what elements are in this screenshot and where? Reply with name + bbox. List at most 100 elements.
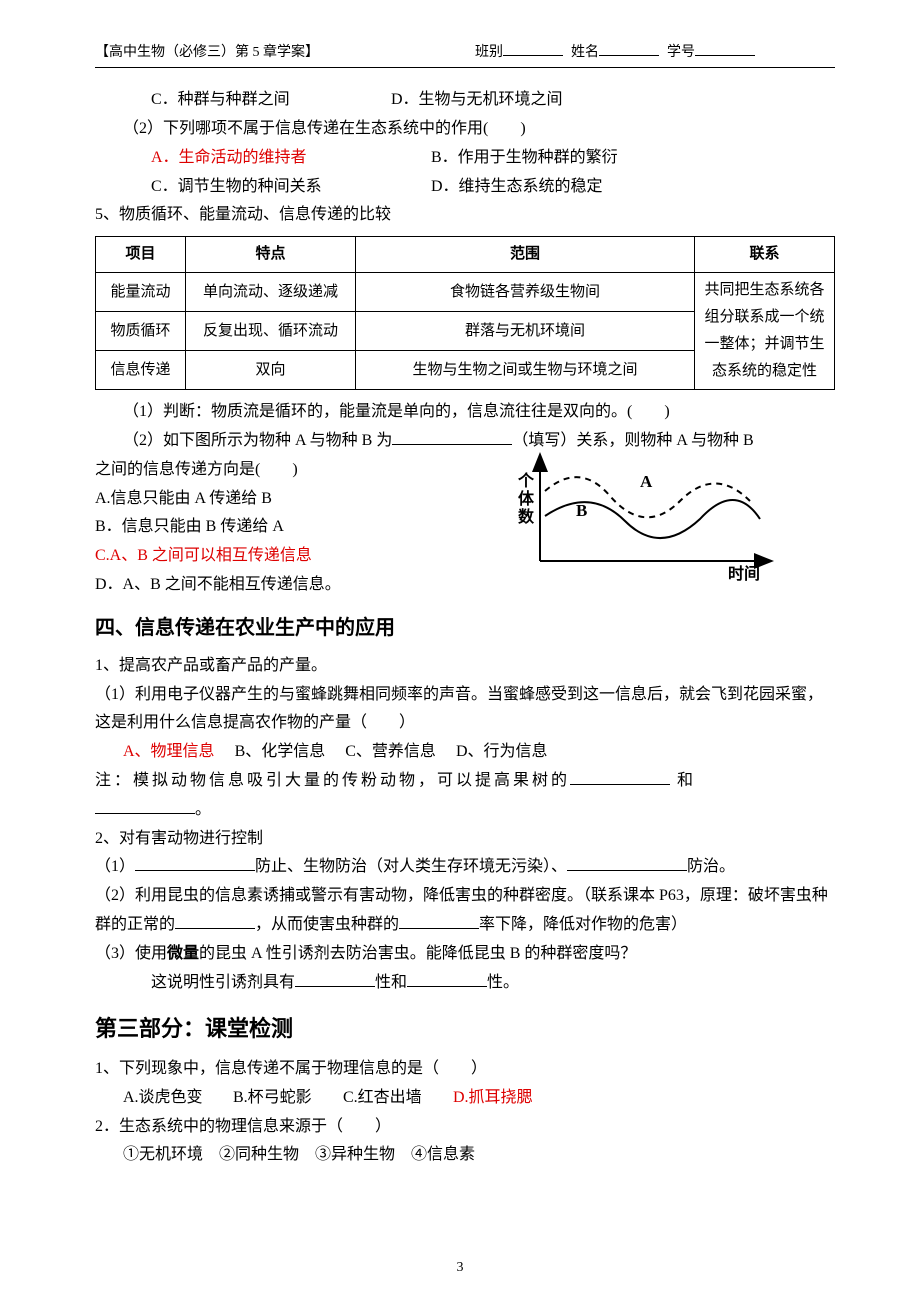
sec4-p1-opts: A、物理信息 B、化学信息 C、营养信息 D、行为信息: [95, 738, 835, 767]
text: 性。: [487, 974, 519, 991]
sec4-p2-3a: （3）使用微量的昆虫 A 性引诱剂去防治害虫。能降低昆虫 B 的种群密度吗？: [95, 940, 835, 969]
section-test-title: 第三部分：课堂检测: [95, 1009, 835, 1049]
text: 性和: [375, 974, 407, 991]
choice-d: D．维持生态系统的稳定: [431, 173, 631, 202]
text: （2）如下图所示为物种 A 与物种 B 为: [123, 432, 392, 449]
text: ，从而使害虫种群的: [255, 916, 399, 933]
choice-d: D．生物与无机环境之间: [391, 86, 591, 115]
q-pre-2-stem: （2）下列哪项不属于信息传递在生态系统中的作用( ): [95, 115, 835, 144]
test-q2-stem: 2．生态系统中的物理信息来源于（ ）: [95, 1113, 835, 1142]
td: 能量流动: [96, 273, 186, 312]
opt-a: A.谈虎色变: [123, 1084, 233, 1113]
text: 的昆虫 A 性引诱剂去防治害虫。能降低昆虫 B 的种群密度吗？: [199, 945, 636, 962]
th: 范围: [356, 237, 695, 273]
td: 信息传递: [96, 351, 186, 390]
td: 食物链各营养级生物间: [356, 273, 695, 312]
opt-d: D.抓耳挠腮: [453, 1084, 563, 1113]
opt-a: A、物理信息: [123, 738, 235, 767]
ylabel-1: 个: [517, 471, 535, 490]
choice-c: C．种群与种群之间: [151, 86, 391, 115]
th: 联系: [695, 237, 835, 273]
text: 。: [195, 801, 211, 818]
sec4-p2-3b: 这说明性引诱剂具有 性和 性。: [95, 969, 835, 998]
choice-b: B．作用于生物种群的繁衍: [431, 144, 631, 173]
sec4-p1: 1、提高农产品或畜产品的产量。: [95, 652, 835, 681]
blank: [407, 971, 487, 987]
blank-line: [695, 42, 755, 56]
comparison-table: 项目 特点 范围 联系 能量流动 单向流动、逐级递减 食物链各营养级生物间 共同…: [95, 236, 835, 390]
text: 防治。: [687, 858, 735, 875]
td: 物质循环: [96, 312, 186, 351]
td: 单向流动、逐级递减: [186, 273, 356, 312]
blank: [295, 971, 375, 987]
td: 双向: [186, 351, 356, 390]
sec4-p2-1: （1） 防止、生物防治（对人类生存环境无污染）、 防治。: [95, 853, 835, 882]
sec4-note: 注：模拟动物信息吸引大量的传粉动物，可以提高果树的 和 。: [95, 767, 835, 825]
field-class: 班别: [475, 40, 563, 65]
field-label: 学号: [667, 40, 695, 65]
page-header: 【高中生物（必修三）第 5 章学案】 班别 姓名 学号: [95, 40, 835, 65]
graph-wrap: 之间的信息传递方向是( ) A.信息只能由 A 传递给 B B．信息只能由 B …: [95, 456, 835, 600]
opt-c: C、营养信息: [345, 738, 456, 767]
blank-line: [503, 42, 563, 56]
th: 特点: [186, 237, 356, 273]
blank: [392, 429, 512, 445]
text: 注：模拟动物信息吸引大量的传粉动物，可以提高果树的: [95, 772, 570, 789]
sec4-p1-1: （1）利用电子仪器产生的与蜜蜂跳舞相同频率的声音。当蜜蜂感受到这一信息后，就会飞…: [95, 681, 835, 739]
field-label: 姓名: [571, 40, 599, 65]
blank: [95, 798, 195, 814]
header-title: 【高中生物（必修三）第 5 章学案】: [95, 40, 475, 65]
test-q1-opts: A.谈虎色变 B.杯弓蛇影 C.红杏出墙 D.抓耳挠腮: [95, 1084, 835, 1113]
text: （填写）关系，则物种 A 与物种 B: [512, 432, 753, 449]
choice-row: A．生命活动的维持者 B．作用于生物种群的繁衍: [95, 144, 835, 173]
q5-1: （1）判断：物质流是循环的，能量流是单向的，信息流往往是双向的。( ): [95, 398, 835, 427]
content-body: C．种群与种群之间 D．生物与无机环境之间 （2）下列哪项不属于信息传递在生态系…: [95, 86, 835, 1170]
xlabel: 时间: [728, 564, 760, 581]
blank: [175, 913, 255, 929]
td: 群落与无机环境间: [356, 312, 695, 351]
td-merged: 共同把生态系统各组分联系成一个统一整体；并调节生态系统的稳定性: [695, 273, 835, 390]
blank: [135, 855, 255, 871]
header-divider: [95, 67, 835, 68]
opt-b: B、化学信息: [235, 738, 346, 767]
label-a: A: [640, 472, 653, 491]
blank: [570, 769, 670, 785]
ylabel-3: 数: [518, 507, 535, 526]
label-b: B: [576, 501, 587, 520]
field-name: 姓名: [571, 40, 659, 65]
ylabel-2: 体: [518, 489, 535, 508]
test-q2-opts: ①无机环境 ②同种生物 ③异种生物 ④信息素: [95, 1141, 835, 1170]
table-header-row: 项目 特点 范围 联系: [96, 237, 835, 273]
text: （3）使用: [95, 945, 167, 962]
section4-title: 四、信息传递在农业生产中的应用: [95, 610, 835, 646]
choice-row: C．调节生物的种间关系 D．维持生态系统的稳定: [95, 173, 835, 202]
blank: [567, 855, 687, 871]
population-graph: 个 体 数 时间 A B: [510, 451, 790, 581]
q5-title: 5、物质循环、能量流动、信息传递的比较: [95, 201, 835, 230]
text: 防止、生物防治（对人类生存环境无污染）、: [255, 858, 567, 875]
text: 和: [670, 772, 696, 789]
opt-d: D、行为信息: [456, 738, 568, 767]
text-bold: 微量: [167, 945, 199, 962]
sec4-p2: 2、对有害动物进行控制: [95, 825, 835, 854]
blank-line: [599, 42, 659, 56]
text: （1）: [95, 858, 135, 875]
th: 项目: [96, 237, 186, 273]
td: 生物与生物之间或生物与环境之间: [356, 351, 695, 390]
field-label: 班别: [475, 40, 503, 65]
table-row: 能量流动 单向流动、逐级递减 食物链各营养级生物间 共同把生态系统各组分联系成一…: [96, 273, 835, 312]
text: 率下降，降低对作物的危害）: [479, 916, 687, 933]
opt-b: B.杯弓蛇影: [233, 1084, 343, 1113]
blank: [399, 913, 479, 929]
td: 反复出现、循环流动: [186, 312, 356, 351]
choice-c: C．调节生物的种间关系: [151, 173, 431, 202]
text: 这说明性引诱剂具有: [151, 974, 295, 991]
test-q1-stem: 1、下列现象中，信息传递不属于物理信息的是（ ）: [95, 1055, 835, 1084]
choice-a: A．生命活动的维持者: [151, 144, 431, 173]
field-number: 学号: [667, 40, 755, 65]
choice-row: C．种群与种群之间 D．生物与无机环境之间: [95, 86, 835, 115]
sec4-p2-2: （2）利用昆虫的信息素诱捕或警示有害动物，降低害虫的种群密度。（联系课本 P63…: [95, 882, 835, 940]
page-number: 3: [0, 1255, 920, 1280]
opt-c: C.红杏出墙: [343, 1084, 453, 1113]
header-fields: 班别 姓名 学号: [475, 40, 755, 65]
